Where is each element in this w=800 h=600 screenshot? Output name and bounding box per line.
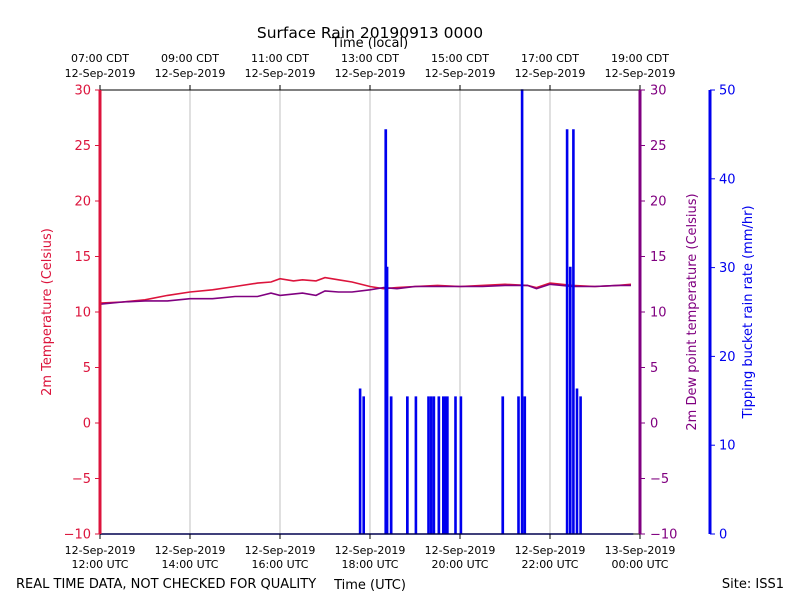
bottom-tick-date: 12-Sep-2019	[155, 544, 226, 557]
right-tick-label: 30	[650, 84, 667, 99]
rain-tick-label: 50	[719, 84, 736, 99]
right-tick-label: 20	[650, 195, 667, 210]
quality-disclaimer: REAL TIME DATA, NOT CHECKED FOR QUALITY	[16, 577, 316, 592]
rain-tick-label: 40	[719, 172, 736, 187]
rain-tick-label: 30	[719, 261, 736, 276]
bottom-tick-date: 12-Sep-2019	[515, 544, 586, 557]
site-label: Site: ISS1	[722, 577, 784, 592]
vertical-grid	[189, 90, 551, 534]
series-layer	[99, 89, 634, 535]
left-y-axis-title: 2m Temperature (Celsius)	[40, 228, 55, 396]
left-tick-label: 30	[74, 84, 91, 99]
right-tick-label: 5	[650, 361, 658, 376]
right-y-axis-title: 2m Dew point temperature (Celsius)	[685, 193, 700, 430]
right-tick-label: 10	[650, 306, 667, 321]
bottom-tick-time: 22:00 UTC	[521, 558, 578, 571]
far-right-y-axis-title: Tipping bucket rain rate (mm/hr)	[741, 205, 756, 419]
top-axis-title: Time (local)	[331, 36, 408, 51]
top-tick-time: 17:00 CDT	[521, 52, 579, 65]
top-tick-time: 15:00 CDT	[431, 52, 489, 65]
bottom-tick-time: 12:00 UTC	[71, 558, 128, 571]
top-tick-time: 11:00 CDT	[251, 52, 309, 65]
top-tick-time: 09:00 CDT	[161, 52, 219, 65]
left-tick-label: −10	[64, 528, 91, 543]
bottom-tick-date: 12-Sep-2019	[65, 544, 136, 557]
bottom-tick-date: 12-Sep-2019	[425, 544, 496, 557]
bottom-tick-time: 16:00 UTC	[251, 558, 308, 571]
rain-tick-label: 10	[719, 439, 736, 454]
top-tick-time: 19:00 CDT	[611, 52, 669, 65]
chart-title: Surface Rain 20190913 0000	[257, 24, 483, 42]
rain-tick-label: 20	[719, 350, 736, 365]
left-tick-label: 0	[83, 417, 91, 432]
temperature-line	[99, 276, 632, 304]
bottom-tick-time: 18:00 UTC	[341, 558, 398, 571]
right-tick-label: 0	[650, 417, 658, 432]
left-tick-label: −5	[72, 472, 91, 487]
top-tick-date: 12-Sep-2019	[605, 67, 676, 80]
x-axis-title: Time (UTC)	[333, 578, 406, 593]
axes-layer	[98, 89, 712, 535]
bottom-tick-date: 13-Sep-2019	[605, 544, 676, 557]
top-tick-date: 12-Sep-2019	[155, 67, 226, 80]
bottom-tick-date: 12-Sep-2019	[245, 544, 316, 557]
bottom-tick-date: 12-Sep-2019	[335, 544, 406, 557]
left-tick-label: 25	[74, 139, 91, 154]
right-tick-label: 15	[650, 250, 667, 265]
bottom-tick-time: 00:00 UTC	[611, 558, 668, 571]
bottom-tick-time: 14:00 UTC	[161, 558, 218, 571]
dewpoint-line	[99, 283, 631, 305]
top-tick-date: 12-Sep-2019	[65, 67, 136, 80]
rain_rate-line	[100, 89, 634, 535]
right-tick-label: −5	[650, 472, 669, 487]
top-tick-date: 12-Sep-2019	[335, 67, 406, 80]
top-tick-time: 07:00 CDT	[71, 52, 129, 65]
top-tick-date: 12-Sep-2019	[425, 67, 496, 80]
right-tick-label: 25	[650, 139, 667, 154]
top-tick-date: 12-Sep-2019	[515, 67, 586, 80]
top-tick-date: 12-Sep-2019	[245, 67, 316, 80]
bottom-tick-time: 20:00 UTC	[431, 558, 488, 571]
left-tick-label: 20	[74, 195, 91, 210]
left-tick-label: 5	[83, 361, 91, 376]
left-tick-label: 10	[74, 306, 91, 321]
top-tick-time: 13:00 CDT	[341, 52, 399, 65]
left-tick-label: 15	[74, 250, 91, 265]
right-tick-label: −10	[650, 528, 677, 543]
rain-tick-label: 0	[719, 528, 727, 543]
